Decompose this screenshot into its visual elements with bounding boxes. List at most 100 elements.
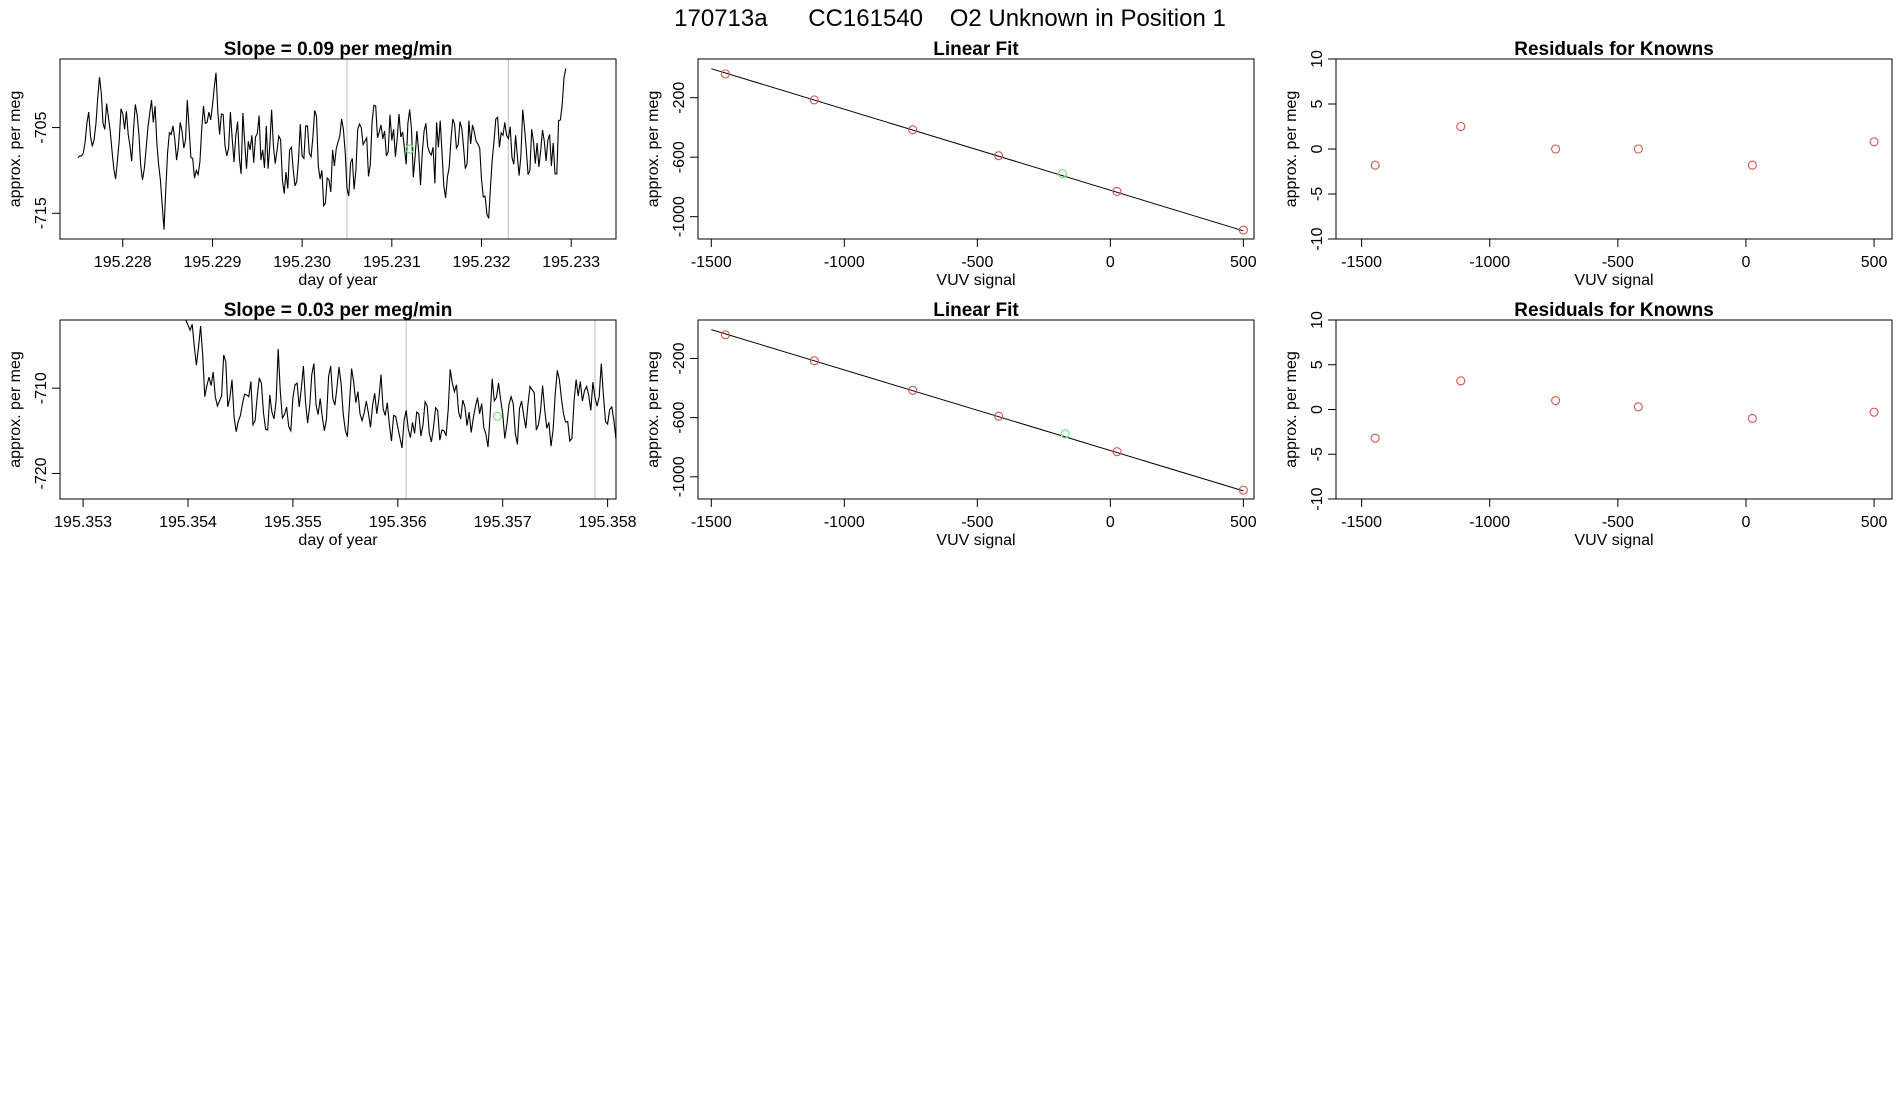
y-axis-label: approx. per meg	[1283, 351, 1300, 468]
y-tick-label: -705	[33, 111, 50, 143]
trace-line	[77, 68, 567, 230]
run-id: 170713a	[674, 5, 768, 32]
x-tick-label: 0	[1106, 254, 1115, 271]
panel-title: Slope = 0.03 per meg/min	[224, 300, 453, 321]
known-point	[908, 385, 918, 395]
x-tick-label: 195.233	[542, 254, 600, 271]
x-tick-label: 500	[1861, 254, 1888, 271]
y-tick-label: -5	[1309, 447, 1326, 461]
x-tick-label: -1500	[691, 254, 732, 271]
panel-ts2: Slope = 0.03 per meg/min 195.353 195.354 19…	[7, 300, 637, 549]
y-tick-label: 5	[1309, 99, 1326, 108]
known-point	[1869, 407, 1879, 417]
known-point	[809, 95, 819, 105]
plot-frame	[1335, 319, 1893, 500]
trace-line	[185, 320, 616, 449]
known-point	[994, 411, 1004, 421]
x-tick-label: -1500	[1341, 514, 1382, 531]
known-point	[1551, 395, 1561, 406]
x-tick-label: 195.356	[369, 514, 427, 531]
cylinder-id: CC161540	[808, 5, 923, 32]
x-axis-label: VUV signal	[936, 272, 1015, 289]
known-point	[1747, 160, 1757, 170]
panel-title: Residuals for Knowns	[1514, 39, 1714, 60]
plot-area	[185, 320, 616, 499]
x-tick-label: -1000	[824, 254, 865, 271]
y-tick-label: -600	[671, 402, 688, 434]
plot-frame	[1335, 58, 1893, 240]
known-point	[720, 330, 730, 340]
unknown-point	[492, 411, 503, 421]
y-tick-label: 0	[1309, 144, 1326, 153]
plot-area	[1370, 376, 1879, 443]
x-tick-label: -1000	[1469, 254, 1510, 271]
unknown-point	[405, 144, 415, 154]
x-tick-label: 195.230	[273, 254, 331, 271]
y-tick-label: 10	[1309, 50, 1326, 68]
plot-area	[711, 329, 1248, 495]
x-tick-label: 195.357	[474, 514, 532, 531]
plot-area	[711, 68, 1248, 235]
x-tick-label: -500	[961, 514, 993, 531]
panel-title: Linear Fit	[933, 300, 1019, 321]
known-point	[1238, 225, 1248, 235]
y-tick-label: -600	[671, 141, 688, 173]
x-tick-label: 195.354	[159, 514, 217, 531]
x-tick-label: 195.353	[54, 514, 112, 531]
known-point	[1112, 447, 1122, 457]
plot-area	[1370, 121, 1879, 170]
known-point	[809, 356, 819, 366]
y-axis-label: approx. per meg	[645, 351, 662, 468]
panel-fit1: Linear Fit-1500 -1000 -500 0 500-200-600-100…	[645, 39, 1257, 289]
panel-title: Linear Fit	[933, 39, 1019, 60]
panel-res1: Residuals for Knowns -1500 -1000 -500 0 500 10…	[1283, 39, 1893, 289]
y-tick-label: -200	[671, 342, 688, 374]
y-axis-label: approx. per meg	[7, 91, 24, 208]
y-tick-label: -715	[33, 197, 50, 229]
y-tick-label: -1000	[671, 196, 688, 237]
known-point	[1633, 144, 1643, 154]
plot-frame	[697, 58, 1255, 240]
x-axis-label: VUV signal	[1574, 272, 1653, 289]
x-tick-label: 195.228	[94, 254, 152, 271]
known-point	[1551, 144, 1561, 154]
x-tick-label: -500	[961, 254, 993, 271]
x-tick-label: 0	[1106, 514, 1115, 531]
x-tick-label: -500	[1602, 514, 1634, 531]
known-point	[1370, 433, 1380, 443]
y-tick-label: -5	[1309, 187, 1326, 201]
plot-frame	[59, 58, 617, 240]
panel-ts1: Slope = 0.09 per meg/min 195.228 195.229 19…	[7, 39, 617, 289]
panel-title: Residuals for Knowns	[1514, 300, 1714, 321]
x-tick-label: 195.355	[264, 514, 322, 531]
x-tick-label: 195.231	[363, 254, 421, 271]
y-tick-label: -1000	[671, 456, 688, 497]
main-title: 170713a CC161540 O2 Unknown in Position …	[674, 5, 1226, 32]
x-tick-label: 195.229	[184, 254, 242, 271]
x-axis-label: VUV signal	[1574, 532, 1653, 549]
known-point	[1456, 121, 1466, 132]
fit-line	[711, 68, 1244, 232]
x-tick-label: 500	[1861, 514, 1888, 531]
x-tick-label: 0	[1742, 254, 1751, 271]
known-point	[1370, 160, 1380, 170]
unknown-point	[1060, 429, 1070, 439]
known-point	[1747, 413, 1757, 424]
known-point	[1869, 137, 1879, 147]
x-tick-label: -500	[1602, 254, 1634, 271]
panel-fit2: Linear Fit-1500 -1000 -500 0 500-200-600-100…	[645, 300, 1257, 549]
known-point	[720, 69, 730, 79]
plot-frame	[59, 319, 617, 500]
known-point	[994, 151, 1004, 161]
y-tick-label: -710	[33, 372, 50, 404]
known-point	[1112, 186, 1122, 196]
y-tick-label: -720	[33, 457, 50, 489]
y-axis-label: approx. per meg	[7, 351, 24, 468]
x-tick-label: -1000	[824, 514, 865, 531]
y-tick-label: -10	[1309, 227, 1326, 250]
x-tick-label: -1500	[1341, 254, 1382, 271]
known-point	[908, 125, 918, 135]
y-tick-label: -200	[671, 82, 688, 114]
y-tick-label: 0	[1309, 405, 1326, 414]
